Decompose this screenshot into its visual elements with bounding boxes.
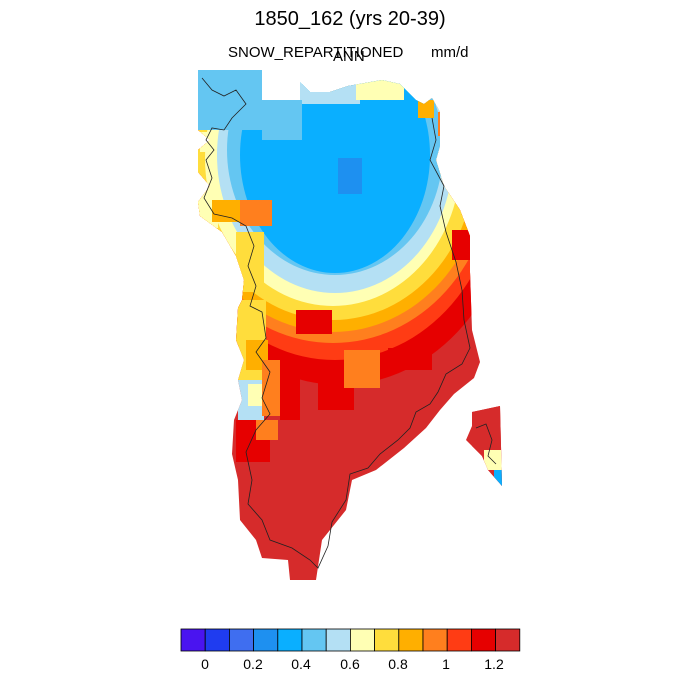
- colorbar-tick: 0.6: [340, 656, 360, 672]
- map-title: 1850_162 (yrs 20-39): [254, 8, 446, 30]
- colorbar-swatch: [422, 628, 448, 652]
- colorbar-swatch: [349, 628, 375, 652]
- block: [212, 200, 240, 222]
- block: [388, 348, 432, 370]
- units-label: mm/d: [431, 44, 469, 61]
- block: [262, 100, 302, 140]
- colorbar-swatch: [374, 628, 400, 652]
- block: [494, 470, 502, 486]
- colorbar-tick: 0.4: [291, 656, 311, 672]
- colorbar-tick: 0.2: [243, 656, 263, 672]
- coastline: [201, 77, 471, 569]
- colorbar-tick: 0.8: [388, 656, 408, 672]
- colorbar-swatch: [446, 628, 472, 652]
- colorbar-swatch: [495, 628, 521, 652]
- colorbar-swatch: [204, 628, 230, 652]
- field-min: [338, 158, 362, 194]
- season-label: ANN: [333, 48, 365, 65]
- coastline-island: [475, 423, 497, 465]
- block: [296, 310, 332, 334]
- colorbar-swatch: [253, 628, 279, 652]
- colorbar-swatch: [180, 628, 206, 652]
- variable-name: SNOW_REPARTITIONED: [228, 44, 404, 61]
- colorbar-swatch: [277, 628, 303, 652]
- block: [262, 360, 284, 416]
- block: [344, 350, 380, 388]
- colorbar-swatch: [301, 628, 327, 652]
- colorbar-tick: 1: [442, 656, 450, 672]
- colorbar-swatch: [325, 628, 351, 652]
- block: [256, 420, 278, 440]
- colorbar-swatch: [228, 628, 254, 652]
- colorbar-swatch: [398, 628, 424, 652]
- block: [280, 360, 300, 420]
- block: [452, 230, 472, 260]
- colorbar-tick: 1.2: [484, 656, 504, 672]
- block: [356, 80, 404, 100]
- colorbar-tick: 0: [201, 656, 209, 672]
- block: [240, 200, 272, 226]
- colorbar-swatch: [470, 628, 496, 652]
- block: [418, 100, 434, 118]
